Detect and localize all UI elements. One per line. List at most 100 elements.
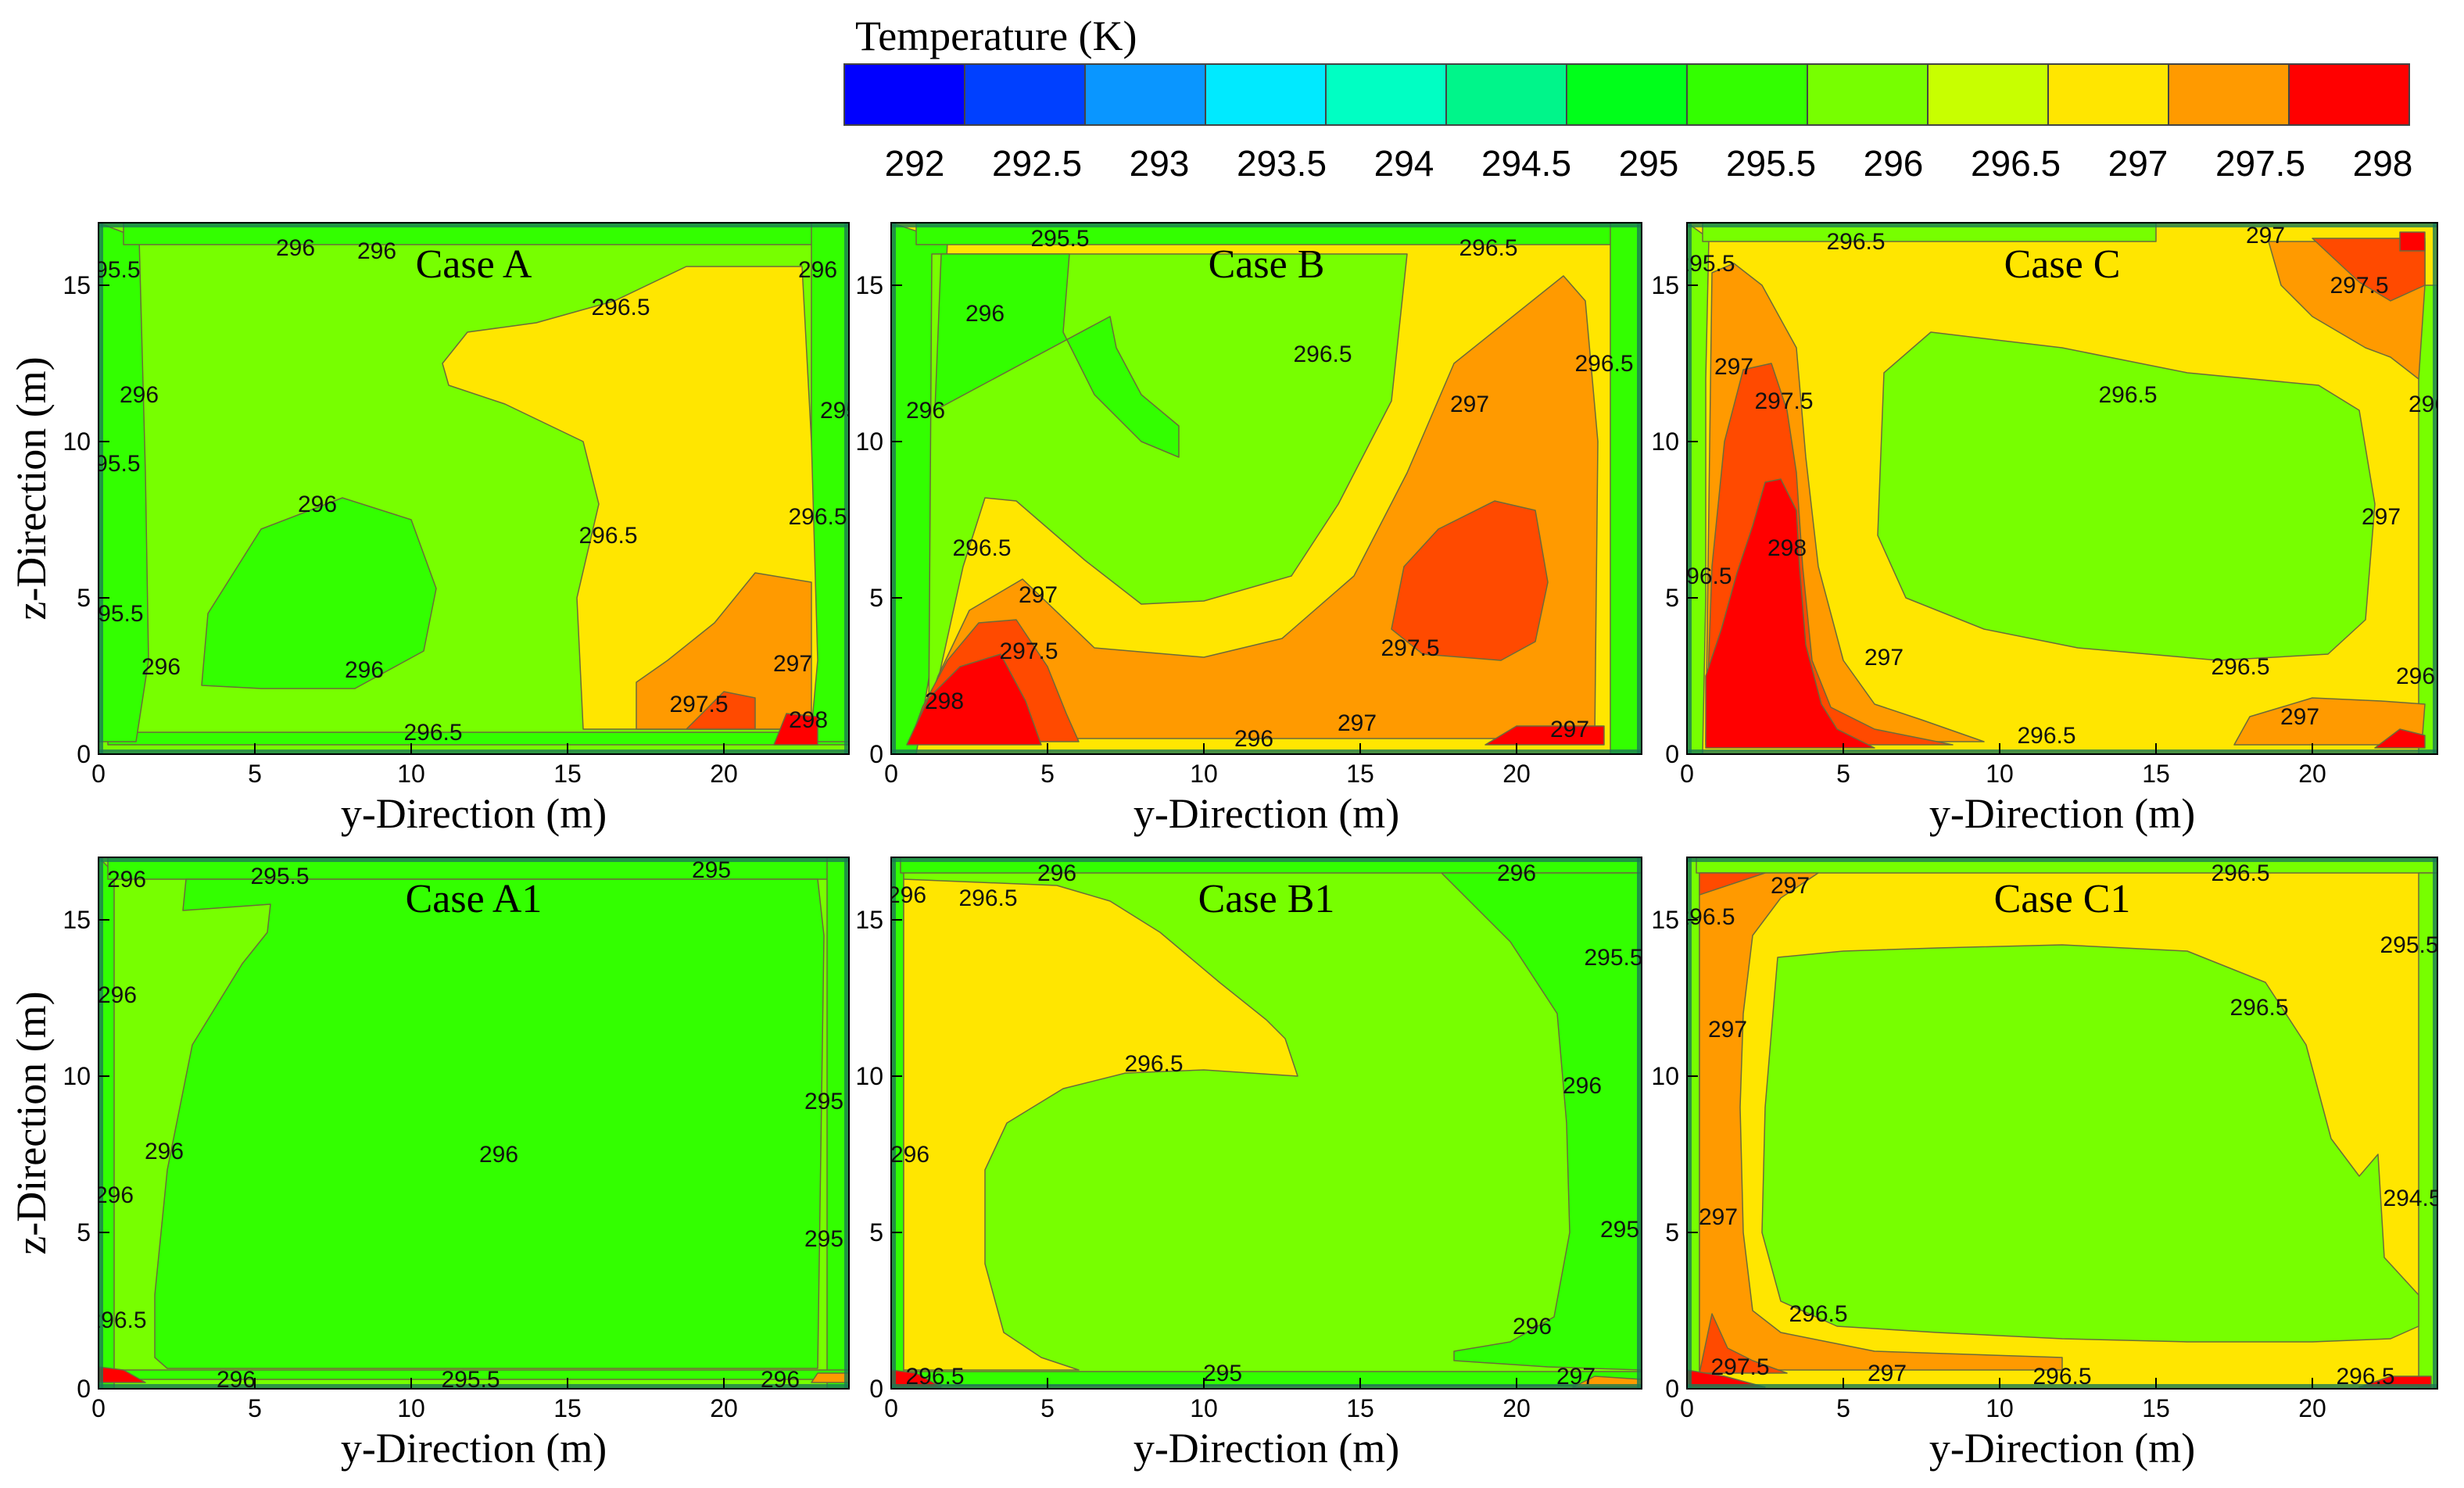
contour-level-label: 296 [1234,726,1273,752]
colorbar-swatch [1445,63,1567,126]
colorbar-tick-label: 293.5 [1237,143,1327,184]
contour-level-label: 294.5 [2383,1186,2441,1211]
contour-level-label: 297 [1699,1204,1738,1230]
contour-level-label: 296.5 [578,523,637,549]
contour-region [773,713,818,746]
wall-boundary [1637,223,1642,754]
wall-boundary [98,1384,849,1389]
contour-level-label: 296 [98,982,137,1008]
contour-plot-area: 296 295.5 295 296 296 296 295 295 296 296.5 296 295… [88,857,849,1393]
x-tick-label: 20 [710,760,738,788]
wall-boundary [98,223,849,227]
colorbar-swatch [1084,63,1206,126]
contour-level-label: 296 [887,882,926,908]
contour-region [934,253,1180,458]
contour-level-label: 296 [965,301,1005,327]
contour-panels: 296 296296.5296295.5295.5295.5296296.5296… [8,222,2448,1472]
contour-level-label: 296 [1563,1073,1602,1099]
y-axis-title: z-Direction (m) [8,356,55,620]
wall-boundary [1687,857,2437,862]
x-tick-label: 20 [2298,760,2326,788]
contour-level-label: 298 [925,689,964,714]
contour-region [154,878,825,1369]
colorbar-swatch [1686,63,1808,126]
wall-boundary [1687,857,1692,1389]
contour-level-label: 295 [1600,1217,1639,1243]
y-tick-label: 5 [1665,584,1679,612]
colorbar-swatch [1205,63,1327,126]
contour-region [2374,728,2426,749]
wall-boundary [1637,857,1642,1389]
contour-region [891,1371,1642,1386]
y-tick-label: 15 [1651,906,1679,934]
contour-level-label: 296.5 [1789,1301,1847,1327]
contour-level-label: 295 [692,857,731,883]
colorbar-swatch [2047,63,2169,126]
contour-level-label: 295.5 [81,257,140,283]
contour-region [903,878,1298,1371]
wall-boundary [891,1384,1642,1389]
colorbar-swatch [843,63,965,126]
x-tick-label: 10 [1986,760,2014,788]
x-tick-label: 15 [553,760,582,788]
case-title: Case A [416,242,532,287]
x-tick-label: 10 [1986,1394,2014,1422]
contour-level-label: 296.5 [1459,235,1517,261]
contour-region [811,1372,849,1383]
contour-region [1699,872,1766,896]
colorbar-tick-label: 297.5 [2215,143,2305,184]
contour-level-label: 297 [1771,873,1810,899]
contour-region [1687,223,1710,754]
wall-boundary [844,223,849,754]
x-tick-label: 0 [884,760,898,788]
contour-level-label: 296.5 [2211,860,2269,886]
x-tick-label: 10 [397,1394,425,1422]
wall-boundary [844,857,849,1389]
contour-level-label: 297 [2280,704,2319,730]
contour-level-label: 296.5 [88,1307,146,1333]
contour-level-label: 296 [217,1367,256,1393]
contour-region [1441,872,1642,1371]
temperature-colorbar: Temperature (K) 292 292.5 293 293.5 294 294.5… [843,13,2413,184]
contour-level-label: 296 [906,398,945,424]
x-tick-label: 15 [1346,1394,1374,1422]
x-axis-title: y-Direction (m) [341,1425,607,1472]
contour-level-label: 296 [345,657,384,683]
y-tick-label: 5 [1665,1218,1679,1247]
y-tick-label: 10 [1651,427,1679,456]
contour-level-label: 296.5 [1574,351,1633,377]
colorbar-swatch [1807,63,1929,126]
y-tick-label: 10 [855,427,883,456]
x-tick-label: 0 [884,1394,898,1422]
wall-boundary [891,857,1642,862]
plot-frame [890,222,1642,755]
case-title: Case C1 [1994,877,2131,921]
contour-level-label: 296.5 [1676,904,1735,930]
wall-boundary [891,223,1642,227]
y-tick-label: 15 [63,271,91,299]
contour-level-label: 297 [1864,645,1904,671]
contour-region [915,223,1642,245]
colorbar-title: Temperature (K) [855,13,1137,59]
contour-level-label: 297 [1550,717,1589,742]
contour-level-label: 296.5 [1673,563,1732,589]
contour-level-label: 297.5 [669,692,728,717]
x-axis-title: y-Direction (m) [1929,1425,2195,1472]
contour-level-label: 295 [804,1226,843,1252]
contour-panel: 296 296 296 296.5 295.5 296.5 296 296 295 296 296.… [855,857,1642,1472]
contour-level-label: 296 [798,257,837,283]
contour-panel: 295.5 296.5 296 296.5 296.5 296 297 296.5 297 297… [855,222,1642,837]
x-tick-label: 20 [710,1394,738,1422]
contour-panel: 296.5 297 296.5 295.5 296.5 297 297 294.5 296.5 2… [1651,857,2441,1472]
y-tick-label: 5 [77,1218,91,1247]
contour-level-label: 297.5 [1710,1354,1769,1380]
contour-level-label: 296 [1037,860,1076,886]
wall-boundary [891,857,896,1389]
contour-region [1699,872,2063,1371]
contour-level-label: 296 [2408,392,2448,417]
colorbar-tick-label: 298 [2353,143,2413,184]
x-tick-label: 5 [1040,760,1055,788]
contour-level-label: 295.5 [1030,226,1089,252]
